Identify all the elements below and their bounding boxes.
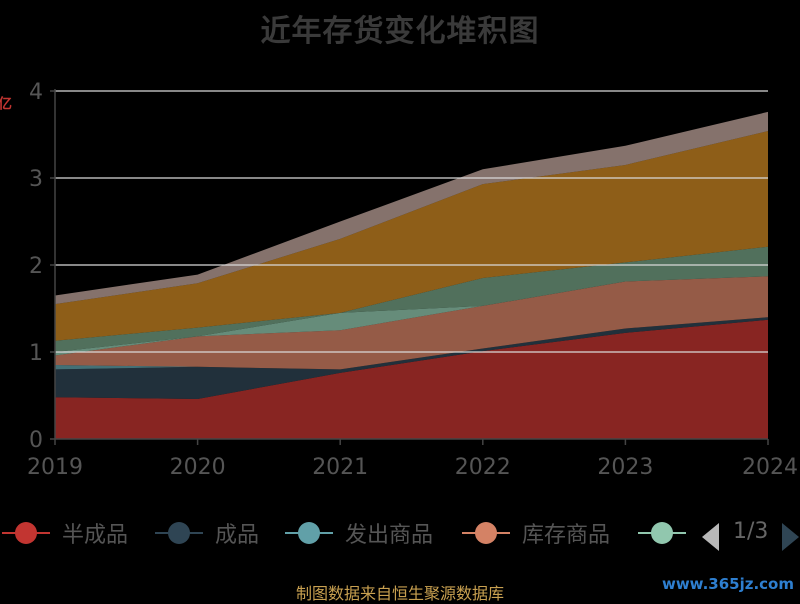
- legend-item-2[interactable]: 成品: [155, 515, 259, 551]
- area-series-4: [55, 276, 768, 370]
- legend-label: 半成品: [62, 523, 129, 548]
- x-tick-label: 2021: [312, 455, 368, 480]
- legend-marker-icon: [155, 519, 203, 547]
- area-series-6: [55, 246, 768, 352]
- area-series-2: [55, 317, 768, 399]
- y-axis-label-fragment: 亿: [0, 96, 12, 110]
- y-tick-label: 4: [29, 80, 43, 105]
- legend-marker-icon: [2, 519, 50, 547]
- y-tick-label: 2: [29, 254, 43, 279]
- legend-marker-icon: [285, 519, 333, 547]
- y-tick-label: 3: [29, 167, 43, 192]
- x-tick-label: 2020: [170, 455, 226, 480]
- axes-group: 0 1 2 3 4 2019 2020 2021 2022 2023 2024: [27, 80, 798, 480]
- y-tick-label: 1: [29, 341, 43, 366]
- legend-item-1[interactable]: 半成品: [2, 515, 128, 551]
- legend-label: 库存商品: [522, 523, 611, 548]
- area-series-1: [55, 319, 768, 439]
- legend-next-icon[interactable]: [782, 523, 799, 551]
- legend-item-3[interactable]: 发出商品: [285, 515, 433, 551]
- x-tick-label: 2022: [455, 455, 511, 480]
- grid-lines: [55, 90, 768, 353]
- area-series-8: [55, 111, 768, 305]
- x-tick-label: 2023: [597, 455, 653, 480]
- legend-label: 成品: [215, 523, 260, 548]
- chart-legend: 半成品 成品 发出商品 库存商品: [0, 515, 800, 555]
- area-series-5: [55, 276, 768, 356]
- area-series-group: [55, 111, 768, 439]
- data-source-note: 制图数据来自恒生聚源数据库: [295, 584, 504, 603]
- x-tick-label: 2024: [742, 455, 798, 480]
- chart-title: 近年存货变化堆积图: [260, 14, 540, 49]
- legend-pager: 1/3: [700, 517, 800, 553]
- legend-prev-icon[interactable]: [702, 523, 719, 551]
- legend-item-5[interactable]: [638, 515, 686, 551]
- x-tick-label: 2019: [27, 455, 83, 480]
- legend-label: 发出商品: [345, 523, 434, 548]
- legend-item-4[interactable]: 库存商品: [462, 515, 610, 551]
- legend-page-info: 1/3: [733, 519, 769, 544]
- legend-marker-icon: [638, 519, 686, 547]
- y-tick-label: 0: [29, 428, 43, 453]
- legend-marker-icon: [462, 519, 510, 547]
- watermark: www.365jz.com: [661, 575, 794, 593]
- area-series-7: [55, 131, 768, 341]
